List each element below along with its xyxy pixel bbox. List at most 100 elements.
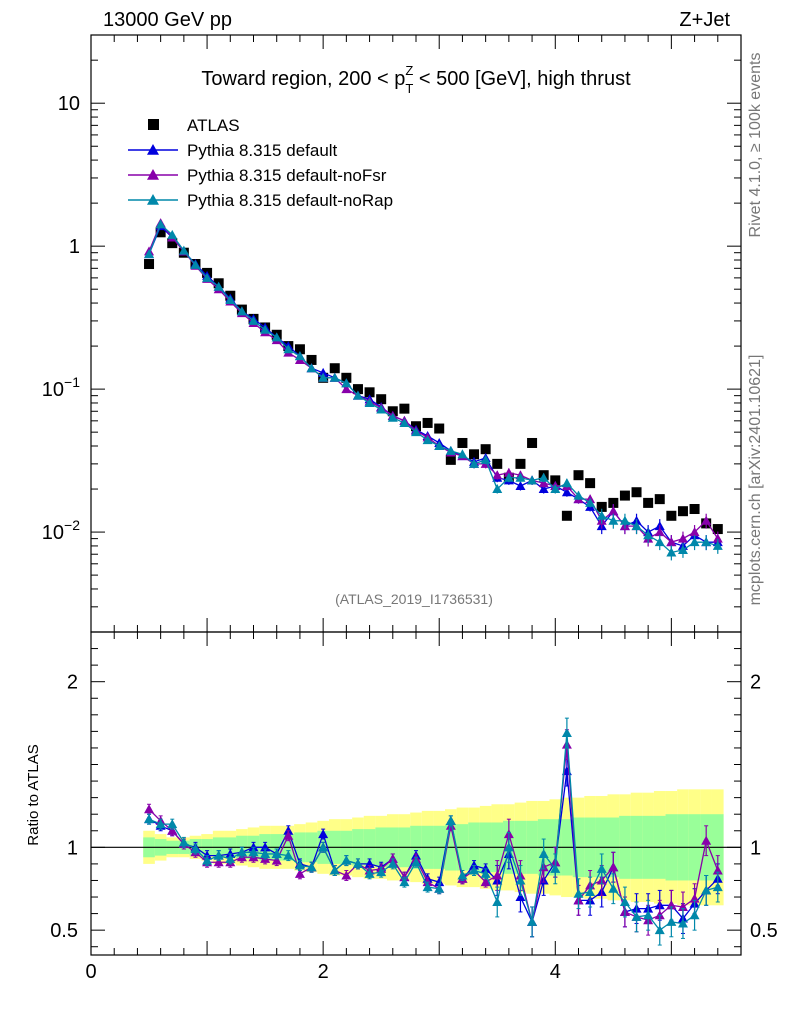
mc-point — [318, 367, 329, 377]
mc-point — [503, 467, 514, 477]
process-label: Z+Jet — [679, 9, 730, 31]
ratio-point — [503, 842, 514, 852]
ratio-y-tick-label-left: 0.5 — [50, 920, 78, 942]
mc-point — [457, 449, 468, 459]
atlas-data-point — [422, 417, 433, 428]
mc-point — [608, 515, 619, 525]
mc-point — [341, 378, 352, 388]
ratio-point — [527, 916, 538, 926]
mc-point — [689, 537, 700, 547]
atlas-data-point — [144, 259, 155, 270]
mc-point — [236, 306, 247, 316]
ratio-point — [411, 857, 421, 867]
ratio-point — [596, 863, 607, 873]
mc-point — [561, 487, 572, 497]
atlas-data-point — [364, 387, 375, 398]
atlas-data-point — [480, 444, 491, 455]
ratio-point — [643, 910, 654, 920]
mc-point — [178, 245, 189, 255]
ratio-point — [294, 860, 305, 870]
atlas-data-point — [492, 458, 503, 469]
ratio-point — [619, 896, 630, 906]
ratio-point — [352, 858, 363, 868]
ratio-point — [712, 865, 723, 875]
mc-point — [712, 533, 723, 543]
ratio-point — [248, 847, 259, 857]
ratio-point — [225, 853, 236, 863]
mc-point — [596, 510, 607, 520]
atlas-data-point — [515, 458, 526, 469]
mc-point — [503, 472, 514, 482]
atlas-data-point — [654, 494, 665, 505]
mc-point — [515, 472, 526, 482]
ratio-point — [573, 888, 584, 898]
ratio-point — [515, 892, 526, 902]
ratio-point — [167, 825, 178, 835]
ratio-point — [271, 855, 282, 865]
ratio-point — [387, 858, 398, 868]
ratio-point — [283, 830, 294, 840]
legend-label: ATLAS — [187, 116, 240, 135]
mc-point — [190, 259, 201, 269]
main-y-tick-label: 1 — [69, 236, 80, 258]
ratio-point — [492, 896, 503, 906]
atlas-data-point — [527, 437, 538, 448]
mc-point — [654, 537, 665, 547]
atlas-data-point — [167, 238, 178, 249]
mc-point — [213, 281, 224, 291]
ratio-point — [202, 855, 213, 865]
atlas-data-point — [631, 487, 642, 498]
ratio-point — [329, 865, 340, 875]
atlas-data-point — [677, 506, 688, 517]
atlas-data-point — [573, 470, 584, 481]
ratio-point — [260, 842, 271, 852]
ratio-point — [167, 819, 178, 829]
mc-point — [561, 478, 572, 488]
ratio-point — [144, 814, 155, 824]
atlas-data-point — [155, 227, 166, 238]
ratio-y-tick-label-right: 0.5 — [750, 920, 778, 942]
atlas-data-point — [643, 497, 654, 508]
ratio-point — [677, 901, 688, 911]
mc-point — [654, 527, 665, 537]
mc-line-1 — [148, 225, 718, 547]
ratio-point — [271, 848, 282, 858]
mc-point — [492, 470, 503, 480]
mc-point — [271, 332, 282, 342]
x-tick-label: 2 — [318, 961, 329, 983]
mc-point — [689, 527, 700, 537]
mc-point — [619, 515, 630, 525]
ratio-point — [318, 829, 329, 839]
mc-point — [538, 472, 549, 482]
atlas-data-point — [376, 394, 387, 405]
mc-point — [666, 537, 677, 547]
main-panel: 10 1 10−1 10−2 Toward region, 200 < pZ T < 5… — [42, 34, 742, 633]
ratio-point — [689, 893, 700, 903]
mc-point — [677, 544, 688, 554]
atlas-data-point — [596, 501, 607, 512]
mc-point — [469, 458, 480, 468]
atlas-data-point — [608, 497, 619, 508]
atlas-data-point — [445, 454, 456, 465]
ratio-point — [677, 918, 688, 928]
main-axis-ticks: 10 1 10−1 10−2 — [42, 34, 741, 633]
ratio-point — [608, 883, 619, 893]
x-tick-label: 0 — [85, 961, 96, 983]
atlas-data-point — [469, 449, 480, 460]
mc-point — [341, 384, 352, 394]
mc-point — [411, 427, 421, 437]
ratio-point — [701, 835, 712, 845]
ratio-point — [144, 804, 155, 814]
atlas-data-point — [457, 437, 468, 448]
mc-point — [352, 390, 363, 400]
ratio-point — [631, 911, 642, 921]
ratio-axis-ticks: 2 2 1 1 0.5 0.5 0 2 4 — [50, 631, 778, 983]
mc-point — [364, 397, 375, 407]
ratio-point — [318, 842, 329, 852]
mc-point — [608, 506, 619, 516]
mc-point — [167, 229, 178, 239]
mc-point — [585, 497, 596, 507]
mc-point — [306, 363, 317, 373]
mc-line-3 — [148, 223, 718, 554]
